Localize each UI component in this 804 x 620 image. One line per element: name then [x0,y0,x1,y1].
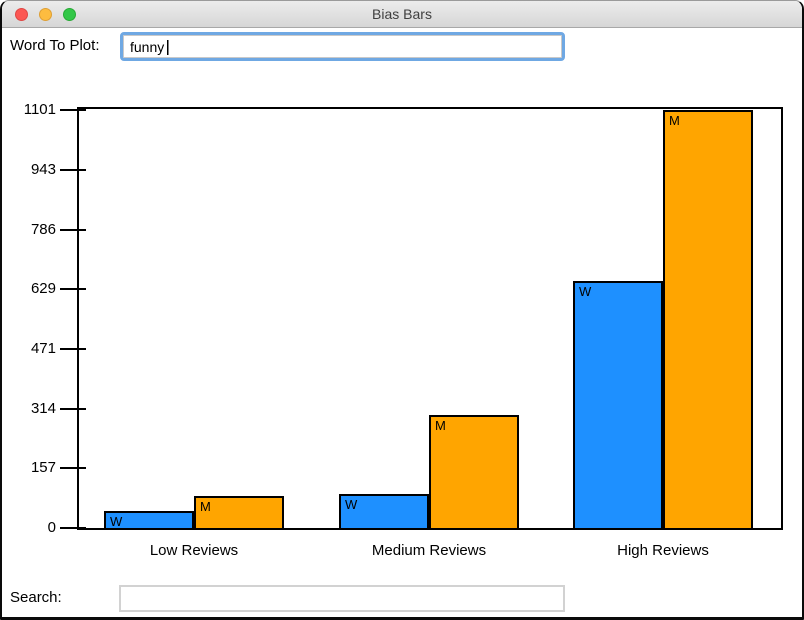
y-axis-tick [60,467,86,469]
title-bar: Bias Bars [2,1,802,28]
bar-series-letter: W [110,514,123,529]
word-to-plot-label: Word To Plot: [10,37,100,54]
close-button[interactable] [15,8,28,21]
bar-series-letter: W [579,284,592,299]
y-axis-tick [60,348,86,350]
bar-M-high-reviews: M [663,110,753,530]
bar-series-letter: W [345,497,358,512]
y-tick-label: 786 [30,221,56,238]
search-input[interactable] [119,585,565,612]
y-axis-tick [60,169,86,171]
y-tick-label: 471 [30,340,56,357]
window-title: Bias Bars [372,6,432,22]
y-tick-label: 0 [47,519,56,536]
y-tick-label: 1101 [23,101,56,118]
bar-W-high-reviews: W [573,281,663,530]
y-tick-label: 314 [30,400,56,417]
category-label-low-reviews: Low Reviews [149,542,239,559]
bar-M-medium-reviews: M [429,415,519,530]
word-input[interactable] [120,32,565,61]
zoom-button[interactable] [63,8,76,21]
bar-series-letter: M [669,113,680,128]
y-axis-tick [60,109,86,111]
category-label-high-reviews: High Reviews [617,542,709,559]
plot-area [77,107,783,530]
bar-W-medium-reviews: W [339,494,429,530]
y-tick-label: 629 [30,280,56,297]
minimize-button[interactable] [39,8,52,21]
search-label: Search: [10,589,62,606]
y-axis-tick [60,527,86,529]
y-tick-label: 157 [30,459,56,476]
bar-M-low-reviews: M [194,496,284,530]
y-axis-tick [60,408,86,410]
y-tick-label: 943 [30,161,56,178]
bar-series-letter: M [200,499,211,514]
y-axis-tick [60,229,86,231]
bar-W-low-reviews: W [104,511,194,530]
bar-series-letter: M [435,418,446,433]
y-axis-tick [60,288,86,290]
category-label-medium-reviews: Medium Reviews [371,542,487,559]
traffic-lights [15,8,76,21]
